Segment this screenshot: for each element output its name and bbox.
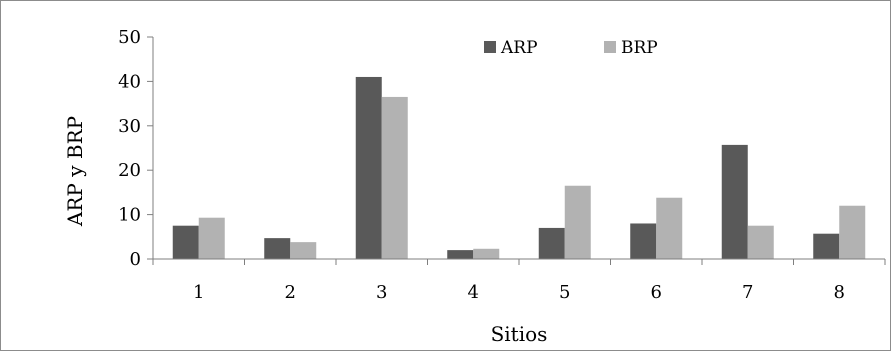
bar-brp-8: [839, 205, 866, 259]
bar-arp-6: [630, 223, 657, 259]
x-tick-label: 1: [193, 282, 204, 303]
x-tick-label: 4: [468, 282, 479, 303]
legend-swatch-arp: [484, 41, 496, 53]
bar-arp-4: [447, 250, 474, 259]
legend-swatch-brp: [604, 41, 616, 53]
bar-brp-2: [290, 242, 317, 259]
x-tick-label: 8: [834, 282, 845, 303]
bars: [172, 76, 866, 260]
bar-brp-1: [198, 217, 225, 259]
y-axis-title: ARP y BRP: [63, 116, 87, 227]
bar-brp-5: [564, 185, 591, 259]
bar-arp-2: [264, 238, 291, 259]
y-tick-label: 30: [118, 116, 141, 137]
bar-arp-8: [813, 233, 840, 259]
legend-label-arp: ARP: [500, 38, 538, 58]
bar-brp-6: [656, 197, 683, 259]
legend: ARP BRP: [484, 38, 658, 58]
bar-arp-1: [172, 225, 199, 259]
y-axis-ticks: 0 10 20 30 40 50: [118, 27, 153, 270]
x-tick-label: 5: [559, 282, 570, 303]
y-tick-label: 20: [118, 160, 141, 181]
bar-brp-7: [747, 225, 774, 259]
x-axis-title: Sitios: [491, 322, 548, 346]
y-tick-label: 0: [130, 249, 141, 270]
bar-arp-3: [355, 76, 382, 260]
bar-arp-5: [538, 227, 565, 259]
x-axis-ticks: 1 2 3 4 5 6 7 8: [152, 259, 886, 303]
y-tick-label: 50: [118, 27, 141, 48]
legend-label-brp: BRP: [621, 38, 658, 58]
y-tick-label: 40: [118, 71, 141, 92]
x-tick-label: 7: [742, 282, 753, 303]
y-tick-label: 10: [118, 205, 141, 226]
x-tick-label: 3: [376, 282, 387, 303]
bar-brp-3: [381, 96, 408, 259]
x-tick-label: 6: [651, 282, 662, 303]
bar-brp-4: [473, 248, 500, 259]
bar-arp-7: [721, 144, 748, 259]
x-tick-label: 2: [285, 282, 296, 303]
